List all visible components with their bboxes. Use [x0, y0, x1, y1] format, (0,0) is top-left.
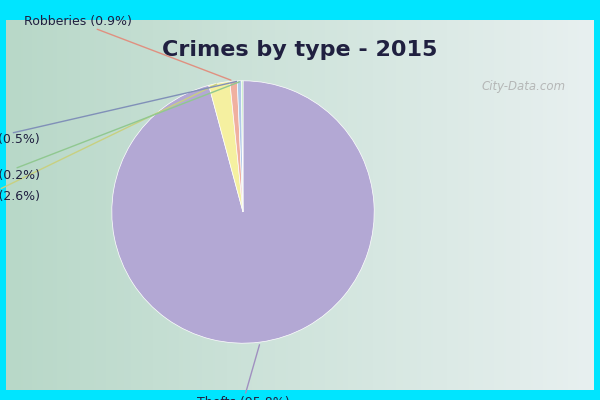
- Text: Auto thefts (0.5%): Auto thefts (0.5%): [0, 82, 236, 146]
- Text: Robberies (0.9%): Robberies (0.9%): [23, 15, 231, 80]
- Wedge shape: [209, 82, 243, 212]
- Wedge shape: [112, 81, 374, 343]
- Text: City-Data.com: City-Data.com: [481, 80, 566, 93]
- Wedge shape: [237, 81, 243, 212]
- Wedge shape: [241, 81, 243, 212]
- Text: Burglaries (2.6%): Burglaries (2.6%): [0, 84, 217, 203]
- Text: Thefts (95.8%): Thefts (95.8%): [197, 345, 289, 400]
- Wedge shape: [230, 81, 243, 212]
- Text: Rapes (0.2%): Rapes (0.2%): [0, 82, 239, 182]
- Text: Crimes by type - 2015: Crimes by type - 2015: [163, 40, 437, 60]
